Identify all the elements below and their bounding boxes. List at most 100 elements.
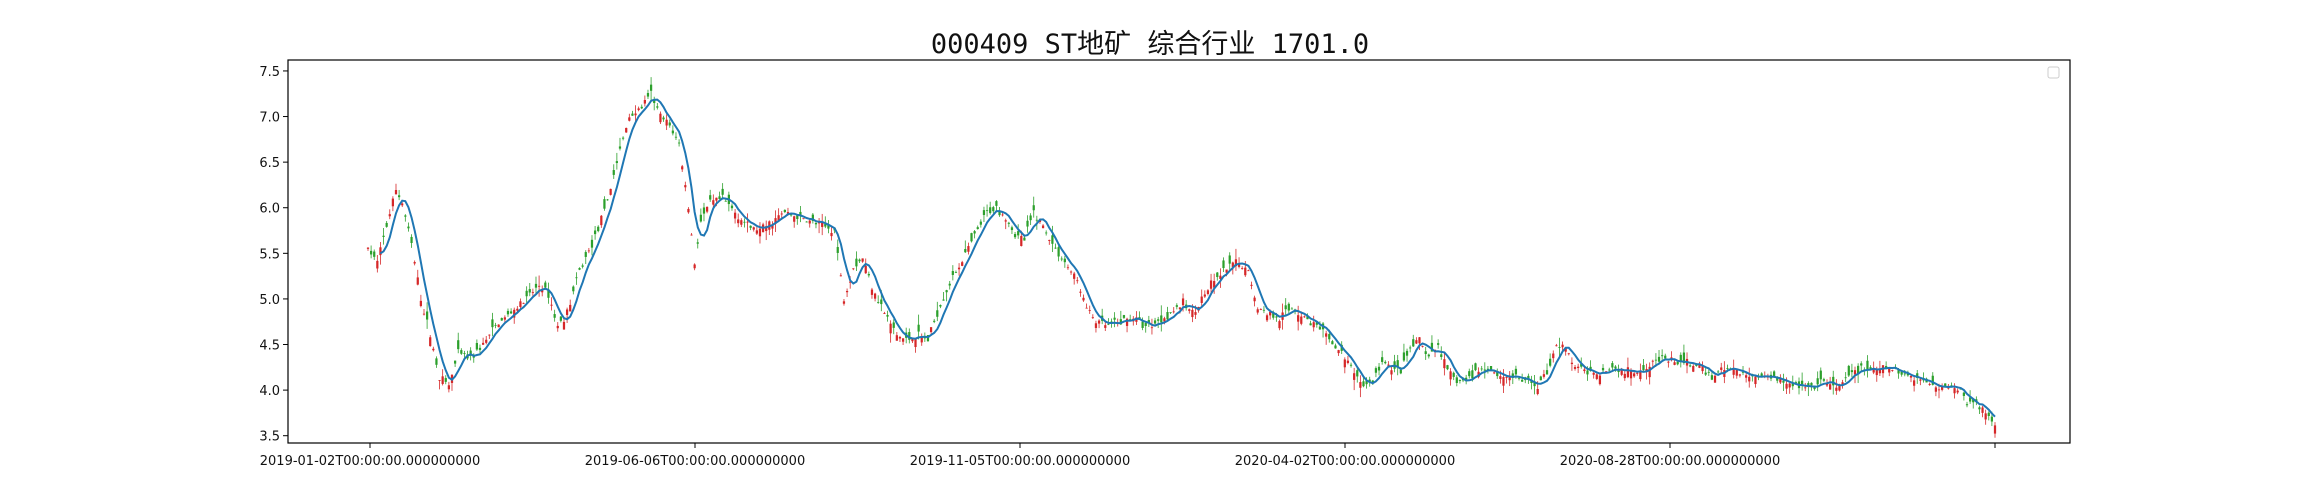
- candle-body: [982, 210, 986, 215]
- candle-body: [1203, 294, 1206, 297]
- x-tick-label: 2020-08-28T00:00:00.000000000: [1560, 454, 1780, 469]
- x-tick-label: 2019-11-05T00:00:00.000000000: [910, 454, 1130, 469]
- candle-body: [1872, 369, 1875, 373]
- candle-body: [404, 215, 407, 217]
- candle-body: [522, 302, 525, 304]
- candle-body: [1648, 366, 1651, 378]
- candle-body: [780, 213, 783, 215]
- candle-body: [802, 218, 805, 220]
- y-tick-label: 6.0: [259, 202, 280, 217]
- candle-body: [743, 221, 746, 223]
- candle-body: [506, 310, 510, 315]
- candle-body: [1586, 370, 1589, 375]
- candle-body: [1555, 345, 1558, 347]
- candle-body: [544, 282, 547, 288]
- candle-body: [1287, 303, 1290, 311]
- candle-body: [1054, 247, 1057, 249]
- candle-body: [1265, 315, 1269, 321]
- candle-body: [718, 196, 721, 200]
- candle-body: [1940, 386, 1944, 390]
- candle-body: [1066, 267, 1070, 269]
- candle-body: [1125, 318, 1129, 326]
- candle-body: [842, 301, 846, 304]
- candle-body: [1007, 222, 1010, 224]
- candle-body: [1987, 412, 1990, 417]
- candle-body: [1819, 370, 1822, 380]
- candle-body: [1421, 345, 1424, 347]
- candle-body: [1079, 291, 1082, 293]
- candle-body: [376, 260, 379, 269]
- candle-body: [637, 108, 640, 111]
- candle-body: [1782, 380, 1785, 383]
- candle-body: [1405, 350, 1409, 356]
- candle-body: [1172, 311, 1175, 313]
- candle-body: [1113, 317, 1116, 320]
- candle-body: [1362, 381, 1365, 387]
- candle-body: [783, 209, 786, 212]
- candle-body: [1611, 363, 1614, 368]
- candle-body: [1076, 280, 1079, 282]
- candle-body: [1026, 220, 1029, 227]
- candle-body: [1496, 370, 1499, 377]
- candle-body: [873, 293, 877, 299]
- candle-body: [1735, 370, 1738, 376]
- candle-body: [1337, 350, 1340, 354]
- candle-body: [587, 250, 590, 252]
- candle-body: [513, 309, 516, 318]
- candle-body: [749, 225, 752, 228]
- candle-body: [1573, 367, 1577, 369]
- candle-body: [702, 207, 706, 214]
- candle-body: [911, 338, 914, 342]
- candle-body: [895, 335, 898, 341]
- candle-body: [992, 207, 995, 212]
- candle-body: [1399, 369, 1402, 374]
- candle-body: [1626, 367, 1630, 378]
- candle-body: [1315, 322, 1318, 325]
- candle-body: [1738, 374, 1742, 376]
- candle-body: [1468, 371, 1471, 377]
- candle-body: [1234, 259, 1238, 267]
- candle-body: [612, 170, 615, 175]
- y-tick-label: 5.5: [259, 247, 280, 262]
- candle-body: [1107, 323, 1110, 325]
- candle-body: [948, 283, 951, 286]
- candle-body: [1480, 368, 1483, 370]
- candle-body: [1306, 315, 1309, 320]
- candle-body: [1878, 368, 1882, 374]
- candle-body: [1244, 267, 1247, 276]
- candle-body: [1384, 361, 1387, 364]
- candle-body: [1959, 388, 1962, 390]
- candle-body: [1511, 373, 1514, 378]
- candle-body: [917, 324, 920, 332]
- candle-body: [1290, 308, 1294, 310]
- candle-body: [1835, 387, 1838, 391]
- candle-body: [957, 267, 961, 270]
- candle-body: [659, 113, 662, 123]
- candle-body: [814, 223, 818, 225]
- candle-body: [1888, 367, 1891, 373]
- candle-body: [1206, 290, 1210, 294]
- candle-body: [541, 290, 544, 293]
- candle-body: [1717, 371, 1720, 373]
- candle-body: [920, 336, 923, 343]
- candle-body: [500, 318, 503, 321]
- candle-body: [1318, 326, 1322, 330]
- candle-body: [413, 262, 416, 264]
- candle-body: [1698, 363, 1701, 368]
- candle-body: [1430, 342, 1434, 352]
- candle-body: [1791, 382, 1794, 387]
- candle-body: [1085, 307, 1088, 309]
- candle-body: [1919, 379, 1922, 381]
- candle-body: [1269, 311, 1272, 316]
- candle-body: [407, 226, 410, 229]
- candle-body: [1032, 205, 1035, 211]
- candle-body: [1891, 370, 1894, 371]
- candle-body: [369, 250, 373, 255]
- candle-body: [432, 348, 435, 351]
- candle-body: [1452, 372, 1455, 377]
- candle-body: [419, 300, 423, 307]
- candle-body: [534, 283, 538, 288]
- candle-body: [771, 224, 774, 229]
- candle-body: [1707, 371, 1710, 373]
- candle-body: [1776, 376, 1779, 381]
